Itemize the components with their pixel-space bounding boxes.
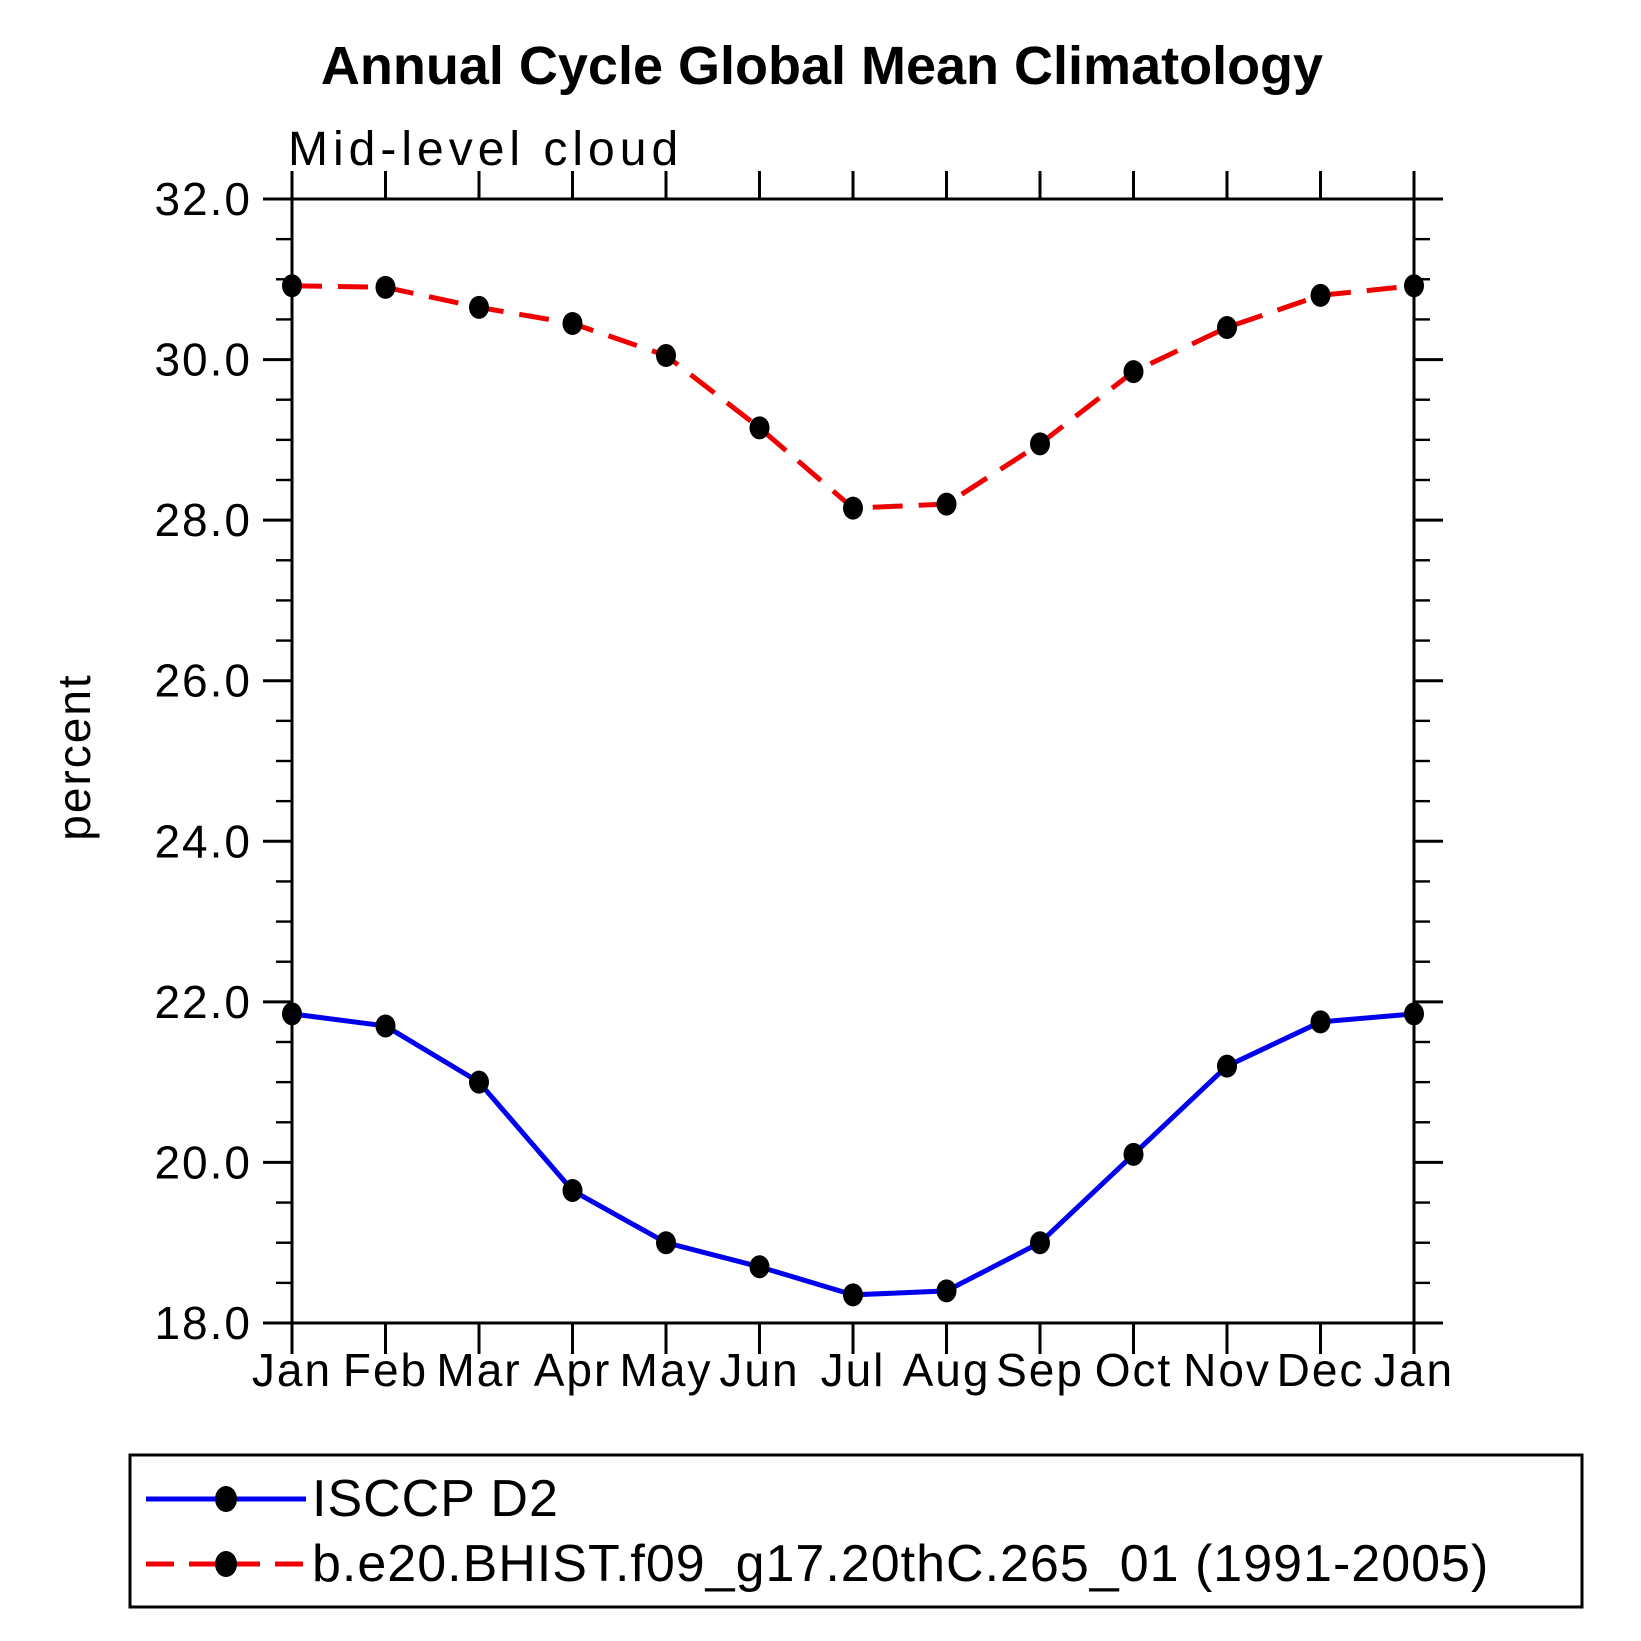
x-tick-label: Aug [903, 1344, 991, 1396]
data-point-marker [936, 492, 957, 516]
legend-marker-0 [215, 1486, 237, 1512]
data-point-marker [562, 1179, 583, 1203]
data-point-marker [1123, 1142, 1144, 1166]
x-tick-label: Jun [719, 1344, 799, 1396]
data-point-marker [749, 416, 770, 440]
data-point-marker [656, 344, 676, 368]
legend-row-model: b.e20.BHIST.f09_g17.20thC.265_01 (1991-2… [146, 1535, 1489, 1593]
x-tick-label: Jul [821, 1344, 886, 1396]
x-tick-label: Dec [1277, 1344, 1365, 1396]
data-point-marker [1310, 283, 1331, 307]
x-tick-label: Apr [534, 1344, 612, 1396]
y-tick-label: 32.0 [154, 173, 252, 225]
x-tick-label: Nov [1183, 1344, 1271, 1396]
series-line-0 [291, 1011, 1415, 1298]
plot-area: Jan Feb Mar Apr May Jun Jul Aug Sep Oct Nov Dec Jan1… [154, 171, 1454, 1396]
y-tick-label: 20.0 [154, 1136, 252, 1188]
x-tick-label: May [620, 1344, 713, 1396]
data-point-marker [656, 1231, 676, 1255]
data-point-marker [936, 1279, 957, 1303]
data-point-marker [282, 274, 302, 298]
data-point-marker [562, 311, 583, 335]
y-tick-label: 22.0 [154, 976, 252, 1028]
y-axis-title: percent [48, 673, 100, 840]
x-tick-label: Mar [436, 1344, 521, 1396]
x-tick-label: Sep [996, 1344, 1084, 1396]
legend-label-0: ISCCP D2 [312, 1470, 559, 1528]
y-tick-label: 26.0 [154, 655, 252, 707]
y-tick-label: 28.0 [154, 494, 252, 546]
data-point-marker [1404, 1002, 1424, 1026]
legend-border [128, 1453, 1584, 1609]
data-point-marker [375, 275, 396, 299]
x-tick-label: Jan [252, 1344, 332, 1396]
data-point-marker [749, 1255, 770, 1279]
x-tick-label: Feb [343, 1344, 428, 1396]
legend-row-isccp: ISCCP D2 [146, 1470, 559, 1528]
chart-title: Annual Cycle Global Mean Climatology [321, 36, 1323, 96]
plot-frame [290, 197, 1416, 1325]
data-point-marker [1030, 1231, 1050, 1255]
data-point-marker [282, 1002, 302, 1026]
data-point-marker [375, 1014, 396, 1038]
data-point-marker [1217, 315, 1237, 339]
data-point-marker [1217, 1054, 1237, 1078]
legend-label-1: b.e20.BHIST.f09_g17.20thC.265_01 (1991-2… [312, 1535, 1489, 1593]
data-point-marker [843, 1283, 863, 1307]
legend-box: ISCCP D2 b.e20.BHIST.f09_g17.20thC.265_0… [128, 1453, 1584, 1609]
y-tick-label: 18.0 [154, 1297, 252, 1349]
data-point-marker [1310, 1010, 1331, 1034]
chart-subtitle: Mid-level cloud [288, 123, 683, 176]
y-tick-label: 30.0 [154, 334, 252, 386]
x-tick-label: Oct [1095, 1344, 1173, 1396]
data-point-marker [1404, 274, 1424, 298]
y-tick-label: 24.0 [154, 815, 252, 867]
data-point-marker [469, 295, 489, 319]
data-point-marker [469, 1070, 489, 1094]
legend-marker-1 [215, 1551, 237, 1577]
data-point-marker [1030, 432, 1050, 456]
data-point-marker [843, 496, 863, 520]
series-line-1 [291, 283, 1415, 511]
x-tick-label: Jan [1374, 1344, 1454, 1396]
data-point-marker [1123, 360, 1144, 384]
